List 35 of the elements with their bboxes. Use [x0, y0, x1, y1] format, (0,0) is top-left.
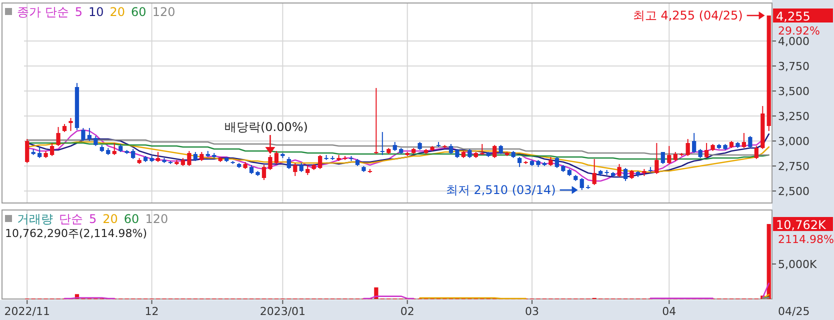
x-tick-label: 04 — [662, 305, 676, 318]
text: 60 — [124, 212, 140, 226]
text: 4,255 — [776, 10, 810, 24]
text: 10,762K — [776, 218, 827, 232]
text: 120 — [145, 212, 168, 226]
x-tick-label: 03 — [525, 305, 540, 318]
y-tick-label: 2,500 — [778, 185, 810, 198]
text: 5,000K — [778, 258, 818, 271]
text: 5 — [74, 5, 82, 19]
x-tick-label: 12 — [144, 305, 159, 318]
text: 120 — [152, 5, 176, 19]
legend-title: 단순 — [59, 212, 83, 226]
y-tick-label: 3,500 — [778, 85, 810, 98]
text: 29.92% — [778, 24, 820, 38]
x-tick-label: 02 — [400, 305, 414, 318]
text: 60 — [131, 5, 146, 19]
text: 04/25 — [778, 305, 810, 318]
y-tick-label: 4,000 — [778, 35, 810, 48]
y-tick-label: 3,000 — [778, 135, 810, 148]
annotation: 배당락(0.00%) — [224, 120, 308, 134]
text: 5 — [89, 212, 97, 226]
annotation: 최고 4,255 (04/25) — [632, 8, 743, 22]
y-tick-label: 3,750 — [778, 60, 810, 73]
y-tick-label: 3,250 — [778, 110, 810, 123]
annotation: 10,762,290주(2,114.98%) — [5, 227, 148, 240]
text: 20 — [102, 212, 118, 226]
text: 20 — [110, 5, 126, 19]
text: 2114.98% — [778, 233, 834, 246]
chart-title: 거래량 — [17, 212, 53, 226]
x-tick-label: 2022/11 — [4, 305, 50, 318]
x-tick-label: 2023/01 — [260, 305, 306, 318]
legend-title: 종가 단순 — [17, 5, 69, 19]
text: 10 — [88, 5, 104, 19]
annotation: 최저 2,510 (03/14) — [446, 183, 556, 197]
y-tick-label: 2,750 — [778, 160, 810, 173]
